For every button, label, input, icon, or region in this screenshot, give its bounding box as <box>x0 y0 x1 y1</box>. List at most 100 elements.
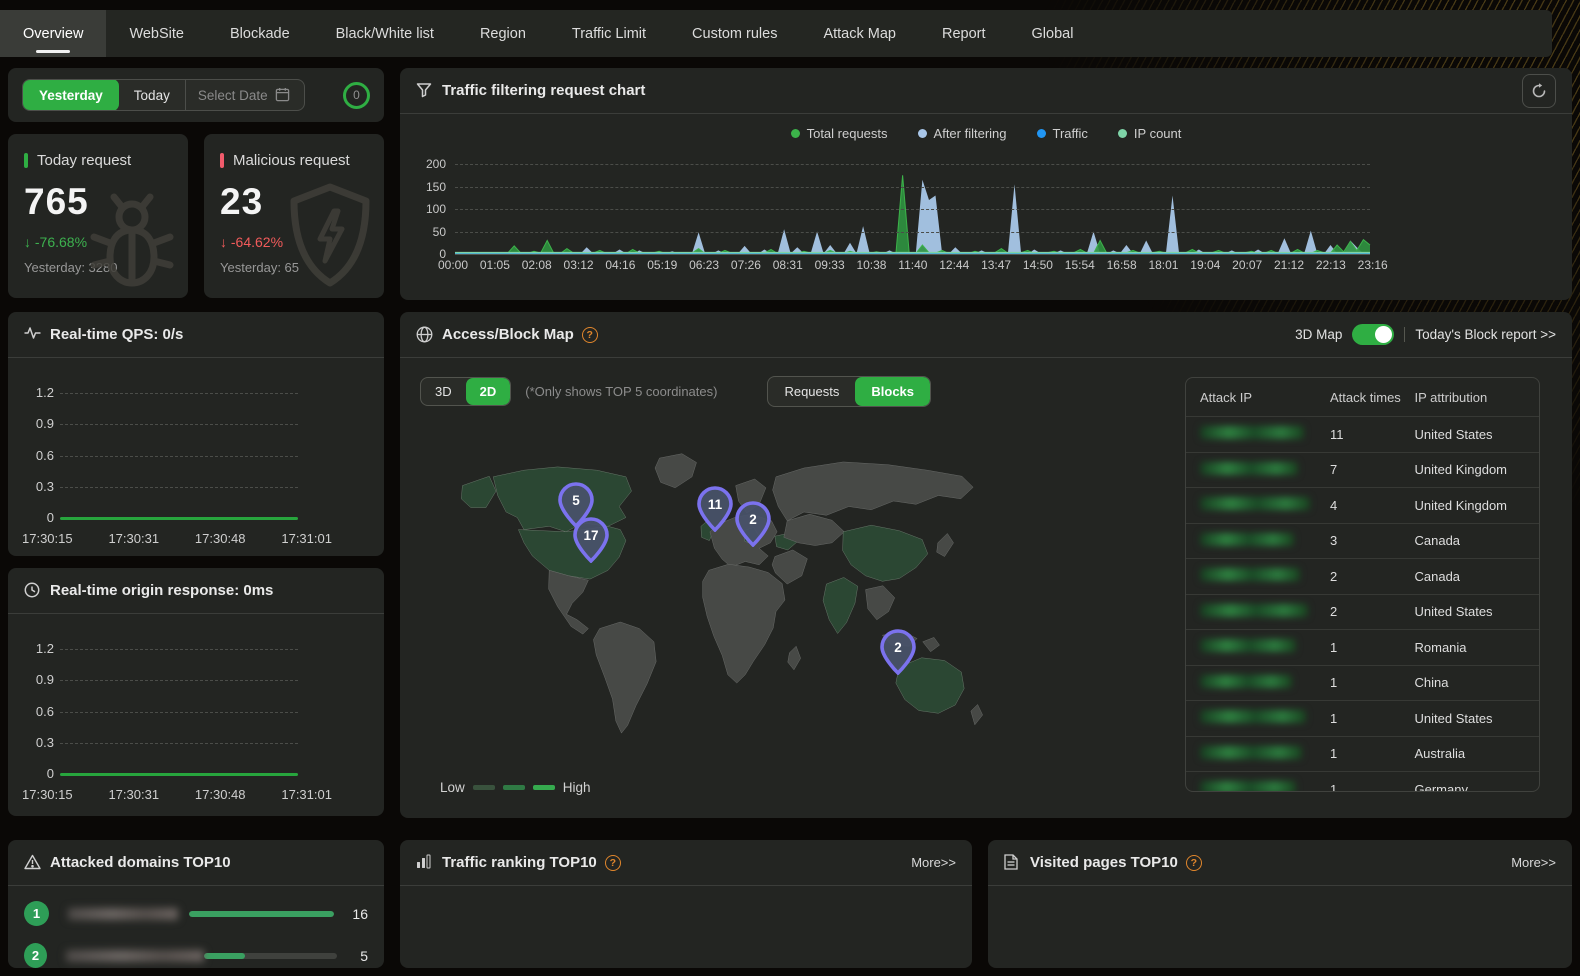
visited-pages-card: Visited pages TOP10 ? More>> <box>988 840 1572 968</box>
nav-tab-attack-map[interactable]: Attack Map <box>823 25 896 42</box>
ip-attribution-value: United Kingdom <box>1414 497 1508 513</box>
svg-text:5: 5 <box>572 493 580 508</box>
nav-tab-website[interactable]: WebSite <box>129 25 184 42</box>
help-icon[interactable]: ? <box>604 854 621 871</box>
map-filter-button-requests[interactable]: Requests <box>784 384 840 399</box>
col-attack-ip: Attack IP <box>1200 389 1253 405</box>
ip-attribution-value: United Kingdom <box>1414 462 1508 478</box>
traffic-chart-card: Traffic filtering request chart Total re… <box>400 68 1572 300</box>
attack-ip-table: Attack IP Attack times IP attribution 11… <box>1185 377 1540 792</box>
mini-chart-x-axis: 17:30:15 17:30:31 17:30:48 17:31:01 <box>22 531 332 546</box>
south-america <box>593 621 657 734</box>
nav-tab-black-white-list[interactable]: Black/White list <box>335 25 434 42</box>
clock-icon <box>24 582 41 599</box>
nav-tab-report[interactable]: Report <box>941 25 986 42</box>
table-row: 1 United States <box>1186 700 1539 736</box>
card-title: Visited pages TOP10 <box>1030 854 1178 871</box>
redacted-ip <box>1200 532 1294 546</box>
y-tick-label: 0.6 <box>35 703 54 719</box>
ip-attribution-value: Australia <box>1414 746 1466 762</box>
traffic-ranking-card: Traffic ranking TOP10 ? More>> <box>400 840 972 968</box>
card-title: Real-time origin response: 0ms <box>50 582 274 599</box>
legend-dot <box>790 129 800 138</box>
y-tick-label: 0.3 <box>35 734 54 750</box>
attack-times-value: 4 <box>1330 497 1338 513</box>
mini-chart-x-axis: 17:30:15 17:30:31 17:30:48 17:31:01 <box>22 787 332 802</box>
nav-tab-region[interactable]: Region <box>479 25 526 42</box>
table-row: 1 Australia <box>1186 735 1539 772</box>
map-pin-2[interactable]: 2 <box>735 501 771 548</box>
domain-attack-bar <box>203 952 337 959</box>
today-button[interactable]: Today <box>133 87 170 103</box>
map-filter-segmented: Requests Blocks <box>767 376 932 407</box>
table-row: 1 Germany <box>1186 771 1539 791</box>
map-density-legend: Low High <box>440 780 591 795</box>
x-tick-label: 17:30:48 <box>194 531 246 546</box>
more-link[interactable]: More>> <box>1511 855 1556 870</box>
x-tick-label: 17:30:15 <box>22 531 73 546</box>
island-1 <box>922 637 940 653</box>
stat-accent-bar <box>220 153 224 168</box>
map-pin-2[interactable]: 2 <box>880 629 916 676</box>
legend-item-traffic[interactable]: Traffic <box>1036 126 1088 141</box>
table-row: 2 Canada <box>1186 558 1539 594</box>
x-tick-label: 08:31 <box>772 258 803 272</box>
y-tick-label: 100 <box>425 202 446 216</box>
help-icon[interactable]: ? <box>581 326 598 343</box>
3d-map-toggle[interactable] <box>1352 324 1395 345</box>
stat-yesterday: Yesterday: 65 <box>220 260 300 275</box>
select-date-button[interactable]: Select Date <box>184 80 304 110</box>
attack-times-value: 3 <box>1330 533 1338 549</box>
domain-attack-bar <box>189 910 334 917</box>
ip-attribution-value: United States <box>1414 710 1493 726</box>
attack-times-value: 1 <box>1330 675 1338 691</box>
attack-times-value: 1 <box>1330 746 1338 762</box>
nav-tab-blockade[interactable]: Blockade <box>229 25 290 42</box>
nav-tab-traffic-limit[interactable]: Traffic Limit <box>571 25 647 42</box>
world-map: 5 17 11 2 2 <box>440 424 1000 754</box>
domain-attack-count: 5 <box>360 947 369 964</box>
map-pin-17[interactable]: 17 <box>573 517 609 564</box>
redacted-domain <box>68 907 178 920</box>
y-tick-label: 0.9 <box>35 416 54 432</box>
rank-badge: 2 <box>24 943 47 968</box>
nav-tab-custom-rules[interactable]: Custom rules <box>692 25 778 42</box>
legend-item-after-filtering[interactable]: After filtering <box>917 126 1007 141</box>
ip-attribution-value: Romania <box>1414 639 1467 655</box>
y-tick-label: 0.3 <box>35 478 54 494</box>
pulse-icon <box>24 326 41 343</box>
access-block-map-card: Access/Block Map ? 3D Map Today's Block … <box>400 312 1572 818</box>
yesterday-button[interactable]: Yesterday <box>23 80 119 110</box>
more-link[interactable]: More>> <box>911 855 956 870</box>
block-report-link[interactable]: Today's Block report >> <box>1415 327 1556 342</box>
redacted-ip <box>1200 710 1306 724</box>
legend-item-total-requests[interactable]: Total requests <box>790 126 888 141</box>
col-ip-attribution: IP attribution <box>1414 389 1488 405</box>
legend-high-label: High <box>562 780 591 795</box>
nav-tab-global[interactable]: Global <box>1031 25 1074 42</box>
x-tick-label: 05:19 <box>647 258 678 272</box>
map-mode-button-2d[interactable]: 2D <box>465 378 511 405</box>
help-icon[interactable]: ? <box>1185 854 1202 871</box>
funnel-icon <box>416 82 433 99</box>
central-asia <box>783 513 845 546</box>
x-tick-label: 12:44 <box>939 258 970 272</box>
table-row: 11 United States <box>1186 416 1539 452</box>
x-tick-label: 13:47 <box>981 258 1012 272</box>
map-mode-button-3d[interactable]: 3D <box>435 384 452 399</box>
map-pin-11[interactable]: 11 <box>697 486 733 533</box>
russia <box>772 461 974 522</box>
country-australia <box>895 657 965 714</box>
bug-icon <box>80 181 184 296</box>
legend-item-ip-count[interactable]: IP count <box>1117 126 1181 141</box>
refresh-button[interactable] <box>1522 73 1556 108</box>
nav-tab-overview[interactable]: Overview <box>0 10 107 57</box>
y-tick-label: 0.9 <box>35 672 54 688</box>
x-tick-label: 19:04 <box>1190 258 1221 272</box>
realtime-origin-card: Real-time origin response: 0ms 1.2 0.9 0.6… <box>8 568 384 816</box>
refresh-countdown-badge: 0 <box>343 81 370 109</box>
redacted-domain <box>65 949 204 962</box>
redacted-ip <box>1200 461 1298 475</box>
map-filter-button-blocks[interactable]: Blocks <box>855 377 931 406</box>
